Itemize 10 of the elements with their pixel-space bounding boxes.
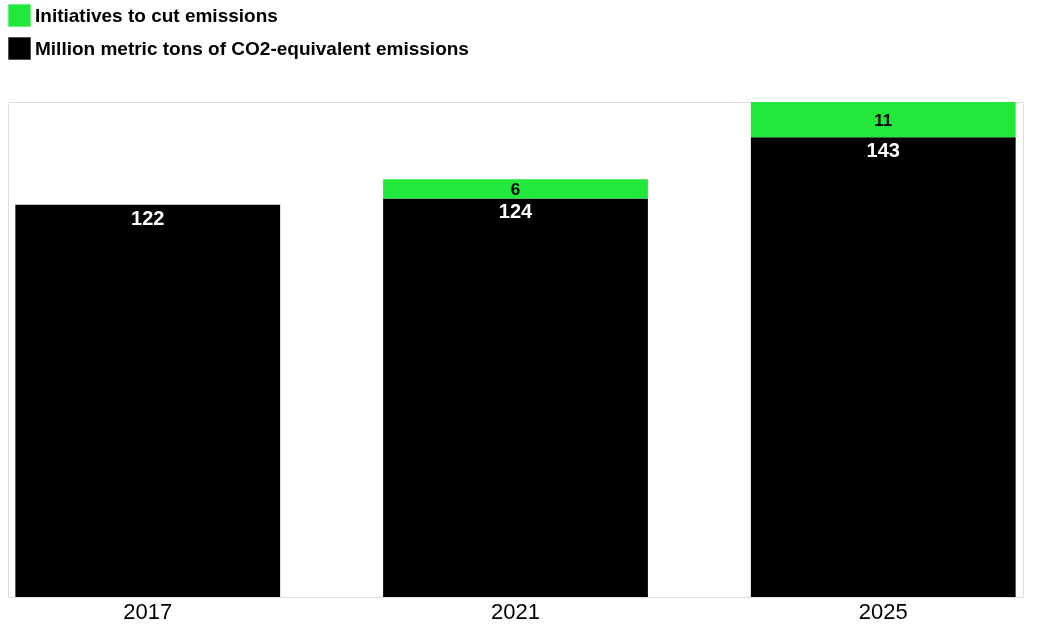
data-label: 124 xyxy=(498,200,534,223)
legend-label: Million metric tons of CO2-equivalent emissions xyxy=(35,37,469,59)
x-tick-label: 2017 xyxy=(123,598,173,624)
x-tick-label: 2025 xyxy=(858,598,908,624)
data-label: 6 xyxy=(510,179,521,199)
data-label: 122 xyxy=(131,206,165,229)
data-label: 11 xyxy=(874,110,893,130)
data-label: 143 xyxy=(866,139,900,162)
legend-label: Initiatives to cut emissions xyxy=(35,4,278,26)
x-tick-label: 2021 xyxy=(491,598,540,624)
